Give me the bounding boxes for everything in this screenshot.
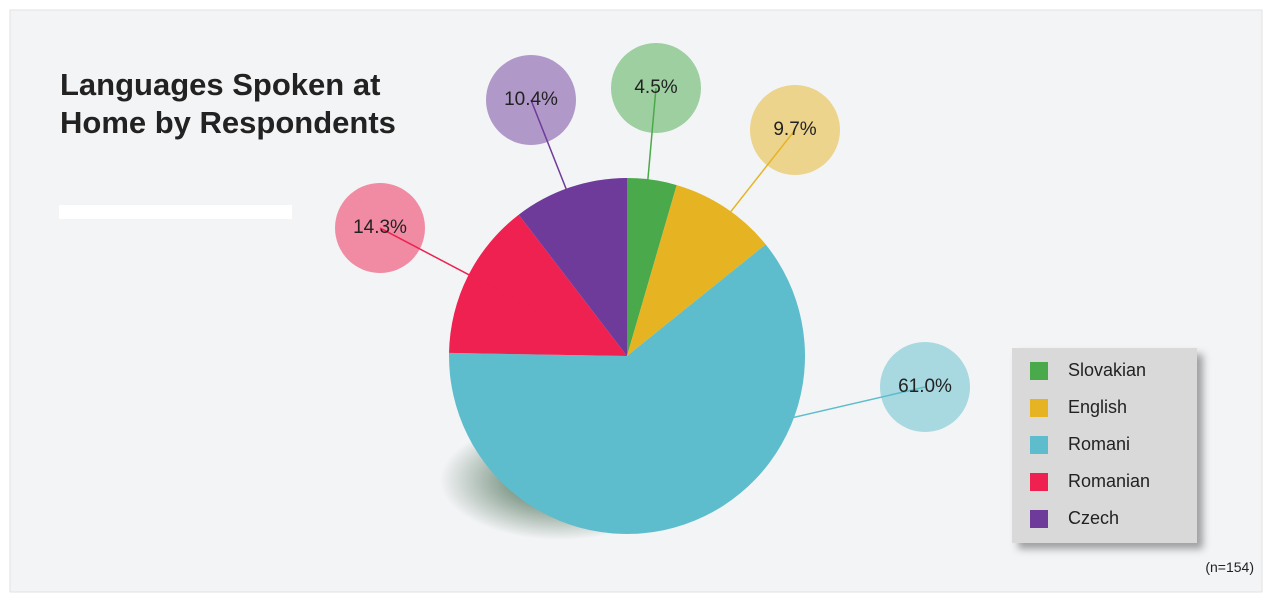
data-label: 9.7% xyxy=(773,119,816,140)
legend-label: Czech xyxy=(1068,508,1119,528)
label-bubble xyxy=(611,43,701,133)
chart-title: Languages Spoken at Home by Respondents xyxy=(60,67,396,140)
annotation: (n=154) xyxy=(1205,559,1254,575)
legend-swatch xyxy=(1030,436,1048,454)
legend-swatch xyxy=(1030,510,1048,528)
data-label: 10.4% xyxy=(504,89,558,110)
label-bubble xyxy=(880,342,970,432)
label-bubble xyxy=(335,183,425,273)
data-label: 14.3% xyxy=(353,217,407,238)
pie-slice xyxy=(627,185,766,356)
legend-label: Slovakian xyxy=(1068,360,1146,380)
pie-slice xyxy=(449,244,805,534)
legend-label: Romani xyxy=(1068,434,1130,454)
label-bubble xyxy=(750,85,840,175)
leader-line xyxy=(658,386,926,450)
legend-label: English xyxy=(1068,397,1127,417)
legend-swatch xyxy=(1030,362,1048,380)
pie-slice xyxy=(627,178,677,356)
legend-swatch xyxy=(1030,473,1048,491)
legend-swatch xyxy=(1030,399,1048,417)
pie-slice xyxy=(449,214,627,356)
legend-label: Romanian xyxy=(1068,471,1150,491)
data-label: 4.5% xyxy=(634,77,677,98)
pie-slice xyxy=(518,178,627,356)
data-label: 61.0% xyxy=(898,376,952,397)
title-underline xyxy=(59,205,292,219)
label-bubble xyxy=(486,55,576,145)
